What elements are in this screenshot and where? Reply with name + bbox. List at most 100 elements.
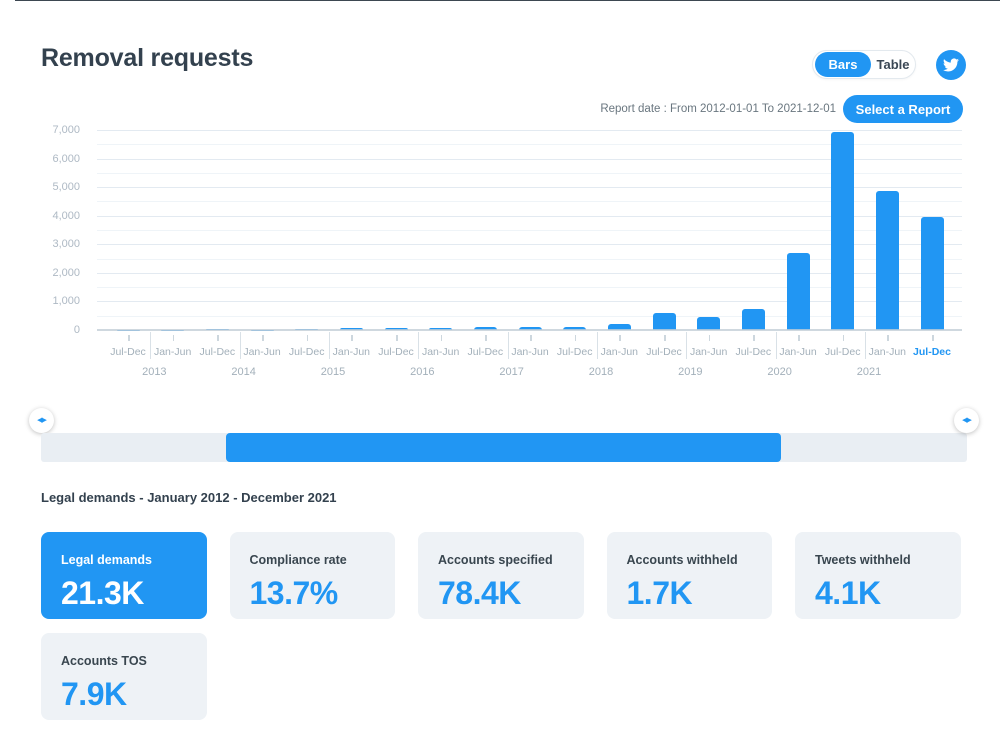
metric-card-legal-demands[interactable]: Legal demands 21.3K (41, 532, 207, 619)
bar-jul-dec-2019[interactable] (741, 308, 765, 330)
range-slider-right-handle[interactable]: ◀▶ (954, 408, 979, 433)
year-label-2017: 2017 (499, 366, 524, 378)
year-label-2021: 2021 (856, 366, 882, 378)
x-axis-label-jan-jun-2014: Jan-Jun (243, 346, 281, 358)
bar-jul-dec-2015[interactable] (384, 327, 408, 330)
x-axis-tick (128, 335, 130, 341)
toggle-bars-button[interactable]: Bars (815, 52, 871, 77)
year-separator (418, 332, 420, 359)
metric-card-value: 21.3K (61, 575, 144, 611)
metric-card-label: Accounts withheld (626, 553, 738, 567)
x-axis-tick (932, 335, 934, 341)
select-report-button[interactable]: Select a Report (843, 95, 963, 123)
y-axis-tick-label: 5,000 (52, 181, 80, 194)
bar-jul-dec-2016[interactable] (473, 326, 497, 330)
year-separator (865, 332, 866, 359)
bar-jan-jun-2021[interactable] (875, 190, 899, 330)
twitter-share-button[interactable] (936, 50, 966, 80)
bar-jan-jun-2016[interactable] (429, 327, 453, 330)
gridline (97, 144, 962, 146)
metric-card-label: Legal demands (61, 553, 152, 567)
x-axis-label-jan-jun-2020: Jan-Jun (779, 346, 817, 358)
x-axis-label-jul-dec-2015: Jul-Dec (378, 346, 414, 358)
year-separator (686, 332, 688, 359)
year-separator (329, 332, 330, 359)
year-separator (507, 332, 509, 359)
x-axis-tick (396, 335, 398, 341)
gridline (97, 258, 962, 260)
x-axis-label-jul-dec-2017: Jul-Dec (556, 346, 593, 358)
x-axis-tick (217, 335, 219, 341)
gridline (97, 272, 962, 274)
left-right-arrows-icon: ◀▶ (962, 417, 972, 424)
x-axis-label-jul-dec-2012: Jul-Dec (110, 346, 146, 358)
x-axis-label-jan-jun-2021: Jan-Jun (868, 346, 906, 358)
range-slider-left-handle[interactable]: ◀▶ (29, 408, 54, 433)
x-axis-label-jul-dec-2021: Jul-Dec (913, 346, 951, 358)
metric-card-accounts-tos[interactable]: Accounts TOS 7.9K (41, 633, 207, 720)
summary-cards: Legal demands 21.3K Compliance rate 13.7% Ac… (41, 532, 966, 720)
x-axis-tick (619, 335, 621, 341)
bar-jan-jun-2017[interactable] (518, 326, 542, 330)
twitter-bird-icon (943, 58, 959, 72)
x-axis-tick (351, 335, 353, 341)
gridline (97, 158, 962, 160)
year-separator (150, 332, 152, 359)
x-axis-label-jul-dec-2020: Jul-Dec (824, 346, 861, 358)
metric-card-value: 1.7K (626, 575, 693, 611)
year-separator (597, 332, 598, 359)
window-top-edge (15, 0, 1000, 1)
year-separator (775, 332, 777, 359)
year-label-2016: 2016 (410, 366, 435, 378)
x-axis-label-jan-jun-2015: Jan-Jun (332, 346, 370, 358)
year-label-2018: 2018 (588, 366, 614, 378)
metric-card-value: 13.7% (249, 575, 339, 611)
y-axis-tick-label: 3,000 (52, 238, 80, 251)
metric-card-tweets-withheld[interactable]: Tweets withheld 4.1K (795, 532, 961, 619)
x-axis-label-jul-dec-2013: Jul-Dec (199, 346, 236, 358)
bar-jul-dec-2021[interactable] (920, 217, 944, 330)
metric-card-accounts-withheld[interactable]: Accounts withheld 1.7K (606, 532, 772, 619)
x-axis-label-jul-dec-2016: Jul-Dec (467, 346, 504, 358)
gridline (97, 244, 962, 246)
x-axis-tick (708, 335, 711, 341)
x-axis-label-jan-jun-2013: Jan-Jun (153, 346, 192, 358)
metric-card-label: Compliance rate (249, 553, 347, 567)
y-axis-tick-label: 4,000 (52, 209, 80, 222)
bar-jan-jun-2020[interactable] (786, 252, 810, 330)
y-axis-tick-label: 0 (73, 324, 80, 336)
bar-jul-dec-2018[interactable] (652, 312, 676, 330)
view-toggle[interactable]: Bars Table (812, 50, 916, 79)
bar-jul-dec-2017[interactable] (563, 326, 587, 330)
metric-card-value: 78.4K (438, 575, 521, 611)
bar-jan-jun-2019[interactable] (697, 316, 721, 330)
bar-jul-dec-2020[interactable] (831, 131, 855, 330)
year-label-2014: 2014 (231, 366, 256, 378)
gridline (97, 130, 962, 131)
metric-card-compliance-rate[interactable]: Compliance rate 13.7% (229, 532, 395, 619)
x-axis-label-jul-dec-2018: Jul-Dec (646, 346, 682, 358)
gridline (97, 201, 962, 203)
x-axis-tick (842, 335, 845, 341)
x-axis-tick (798, 335, 800, 341)
x-axis-tick (262, 335, 264, 341)
metric-card-accounts-specified[interactable]: Accounts specified 78.4K (418, 532, 584, 619)
gridline (97, 301, 962, 303)
gridline (97, 215, 962, 217)
x-axis-label-jul-dec-2014: Jul-Dec (288, 346, 325, 358)
toggle-table-button[interactable]: Table (876, 57, 910, 72)
year-label-2013: 2013 (142, 366, 167, 378)
year-label-2020: 2020 (767, 366, 792, 378)
y-axis-tick-label: 1,000 (52, 295, 80, 308)
x-axis-tick (887, 335, 889, 341)
report-date-label: Report date : From 2012-01-01 To 2021-12… (600, 103, 836, 115)
summary-heading: Legal demands - January 2012 - December … (41, 490, 337, 505)
metric-card-value: 7.9K (61, 676, 127, 712)
gridline (97, 287, 962, 289)
x-axis-tick (485, 335, 487, 341)
range-slider-selection[interactable] (226, 433, 781, 462)
bar-jan-jun-2018[interactable] (607, 324, 631, 330)
gridline (97, 315, 962, 317)
year-separator (239, 332, 241, 359)
x-axis-tick (440, 335, 443, 341)
